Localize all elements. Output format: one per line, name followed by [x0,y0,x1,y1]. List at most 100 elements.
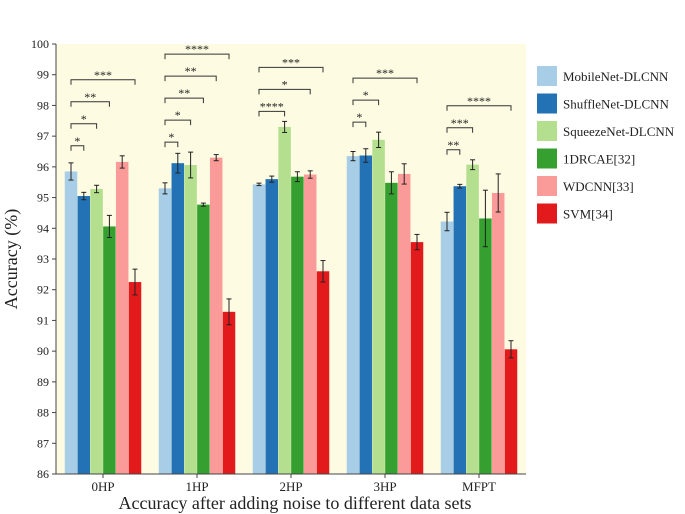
x-tick-label: 0HP [91,479,114,494]
significance-label: **** [185,42,209,56]
significance-label: *** [376,66,394,80]
significance-bracket [446,149,461,155]
bar [265,179,279,474]
bar [222,311,236,474]
y-tick-label: 96 [37,160,49,174]
legend-swatch [537,93,557,114]
bar [491,192,505,474]
significance-bracket [164,53,230,60]
significance-label: ** [178,86,190,100]
x-axis-label: Accuracy after adding noise to different… [118,493,471,513]
bar [440,221,454,474]
error-bars [68,120,514,359]
bar [346,156,360,474]
significance-label: * [74,134,80,148]
legend-swatch [537,121,557,141]
y-tick-label: 95 [37,191,49,205]
legend-swatch [537,66,557,86]
bar [397,173,411,474]
bar [252,184,266,474]
bar [372,139,385,475]
significance-bracket [446,127,474,133]
significance-bracket [352,121,367,128]
y-tick-label: 86 [37,467,49,481]
bar [115,161,129,474]
significance-bracket [446,105,512,111]
y-tick-label: 93 [37,252,49,266]
significance-label: * [363,88,369,102]
significance-bracket [258,110,286,117]
significance-bracket [352,77,418,84]
y-tick-label: 98 [37,98,49,112]
bar [359,155,373,474]
x-tick-label: MFPT [462,479,496,494]
significance-label: * [175,108,181,122]
significance-bracket [70,145,85,151]
significance-bracket [258,66,324,73]
x-axis-ticks: 0HP 1HP 2HP 3HP MFPT [91,474,496,494]
legend: MobileNet-DLCNN ShuffleNet-DLCNN SqueezeNe… [537,66,675,224]
significance-label: *** [451,116,469,130]
significance-label: ** [185,64,197,78]
bar [291,176,304,474]
bar [504,349,518,474]
legend-label: MobileNet-DLCNN [563,69,669,84]
significance-label: ** [447,138,459,152]
y-tick-label: 90 [37,344,49,358]
y-tick-label: 94 [37,221,49,235]
significance-bracket [164,97,204,104]
legend-label: WDCNN[33] [563,179,634,194]
x-tick-label: 1HP [185,479,208,494]
y-tick-label: 87 [37,436,49,450]
x-tick-label: 2HP [279,479,302,494]
bar [209,157,223,474]
bar [453,186,467,474]
bar [90,188,103,474]
bar [278,126,291,474]
significance-label: **** [260,99,284,113]
significance-bracket [70,101,110,107]
bars [64,126,518,475]
significance-bracket [70,123,98,129]
bar [316,271,330,474]
significance-bracket [258,88,311,95]
significance-label: **** [467,94,491,108]
bar [171,163,185,474]
y-tick-label: 99 [37,68,49,82]
legend-label: 1DRCAE[32] [563,152,635,167]
bar [385,182,398,475]
y-tick-label: 89 [37,375,49,389]
legend-swatch [537,148,557,169]
y-axis-label: Accuracy (%) [1,209,22,309]
y-tick-label: 92 [37,283,49,297]
legend-swatch [537,203,557,224]
bar [466,164,479,474]
bar [158,188,172,474]
bar [128,282,142,474]
bar [197,204,210,474]
significance-label: * [356,110,362,124]
bar [479,218,492,474]
significance-bracket [164,75,217,82]
y-tick-label: 91 [37,313,49,327]
bar [103,226,116,474]
significance-label: * [81,112,87,126]
significance-bracket [164,141,179,148]
legend-label: ShuffleNet-DLCNN [563,97,670,112]
bar [77,196,91,475]
significance-label: *** [94,68,112,82]
y-tick-label: 100 [31,37,49,51]
y-tick-label: 97 [37,129,49,143]
bar [410,242,424,474]
legend-label: SVM[34] [563,207,613,222]
bar [64,171,78,474]
bar [303,174,317,475]
legend-swatch [537,176,557,196]
x-tick-label: 3HP [373,479,396,494]
significance-bracket [164,119,192,126]
significance-label: * [282,77,288,91]
y-tick-label: 88 [37,406,49,420]
bar [184,165,197,474]
significance-label: *** [282,55,300,69]
